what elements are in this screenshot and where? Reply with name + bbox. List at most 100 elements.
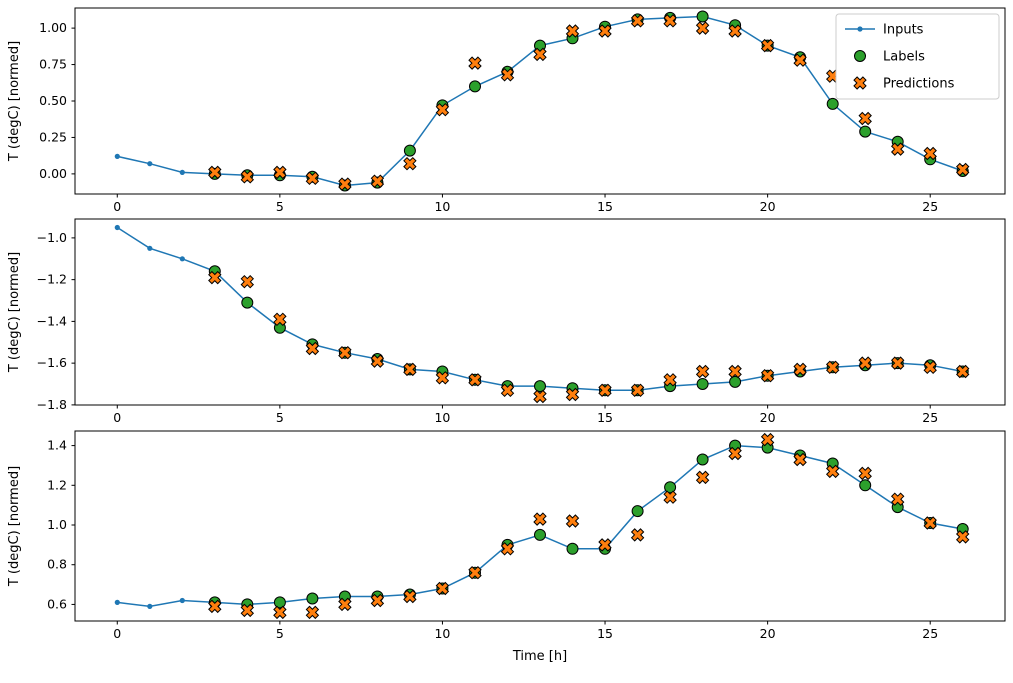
predictions-marker (273, 165, 287, 180)
y-axis-label: T (degC) [normed] (7, 466, 22, 587)
y-tick-label: 0.50 (39, 93, 67, 108)
labels-marker (696, 10, 709, 23)
x-tick-label: 15 (597, 410, 613, 425)
y-tick-label: −1.6 (37, 355, 67, 370)
predictions-marker (370, 174, 385, 188)
x-tick-label: 25 (922, 626, 938, 641)
x-tick-label: 10 (434, 410, 450, 425)
predictions-marker (208, 270, 222, 285)
x-tick-label: 5 (276, 199, 284, 214)
y-tick-label: −1.8 (37, 397, 67, 412)
predictions-marker (500, 68, 515, 82)
predictions-marker (858, 356, 872, 370)
predictions-marker (825, 464, 840, 479)
x-tick-label: 5 (276, 626, 284, 641)
predictions-marker (793, 362, 807, 377)
y-tick-label: 1.2 (47, 477, 67, 492)
legend-circle-icon (854, 50, 866, 62)
labels-marker (273, 596, 286, 609)
legend-label: Labels (883, 50, 925, 65)
labels-marker (534, 528, 546, 541)
x-tick-label: 10 (434, 199, 450, 214)
labels-marker (729, 375, 742, 388)
x-tick-label: 20 (760, 199, 776, 214)
predictions-marker (760, 368, 775, 383)
predictions-marker (923, 146, 937, 161)
legend-x-icon (853, 76, 867, 90)
predictions-marker (305, 341, 320, 356)
predictions-marker (663, 490, 677, 504)
predictions-marker (500, 542, 515, 556)
labels-marker (403, 144, 416, 157)
predictions-marker (760, 432, 775, 447)
predictions-marker (435, 102, 450, 117)
predictions-marker (338, 345, 352, 360)
predictions-marker (533, 47, 547, 62)
labels-marker (306, 592, 319, 605)
predictions-marker (533, 389, 547, 404)
x-tick-label: 25 (922, 410, 938, 425)
predictions-marker (825, 360, 840, 375)
predictions-marker (403, 362, 417, 377)
inputs-marker (147, 603, 153, 610)
predictions-marker (403, 156, 417, 171)
y-tick-label: −1.4 (37, 313, 67, 328)
y-tick-label: 1.0 (47, 517, 67, 532)
legend-label: Predictions (883, 77, 955, 92)
x-tick-label: 0 (113, 410, 121, 425)
y-tick-label: −1.0 (37, 230, 67, 245)
predictions-marker (955, 530, 970, 544)
y-tick-label: 0.75 (39, 57, 67, 72)
predictions-marker (663, 373, 677, 387)
x-axis-label: Time [h] (512, 649, 567, 664)
x-tick-label: 5 (276, 410, 284, 425)
predictions-marker (565, 24, 580, 38)
axes-2: 0 5 10 15 20 25 −1.8 −1.6 −1.4 −1.2 −1.0 T (degC) [… (7, 218, 1006, 425)
predictions-marker (630, 528, 645, 542)
predictions-marker (208, 165, 222, 180)
predictions-marker (240, 170, 255, 184)
labels-marker (859, 125, 872, 138)
predictions-marker (890, 492, 905, 506)
inputs-marker (114, 599, 120, 606)
labels-marker (534, 380, 546, 393)
predictions-marker (468, 56, 482, 70)
y-tick-label: 1.4 (47, 438, 67, 453)
y-tick-label: 0.6 (47, 596, 67, 611)
predictions-marker (923, 516, 937, 530)
x-tick-label: 25 (922, 199, 938, 214)
predictions-marker (565, 514, 580, 528)
predictions-marker (370, 593, 385, 608)
legend-frame (835, 13, 1000, 100)
predictions-marker (793, 53, 807, 67)
predictions-marker (240, 274, 255, 289)
y-tick-label: 1.00 (39, 20, 67, 35)
y-tick-label: 0.25 (39, 129, 67, 144)
x-tick-label: 20 (760, 410, 776, 425)
x-tick-label: 15 (597, 199, 613, 214)
predictions-marker (858, 111, 872, 126)
inputs-marker (179, 597, 185, 604)
inputs-marker (114, 153, 120, 159)
predictions-marker (955, 162, 970, 177)
predictions-marker (923, 360, 937, 375)
labels-marker (566, 542, 579, 555)
predictions-marker (858, 466, 872, 481)
x-tick-label: 0 (113, 626, 121, 641)
x-tick-label: 0 (113, 199, 121, 214)
predictions-marker (695, 470, 710, 485)
predictions-marker (760, 38, 775, 53)
predictions-marker (370, 354, 385, 368)
legend-label: Inputs (883, 23, 924, 38)
inputs-marker (179, 256, 185, 262)
predictions-marker (500, 383, 515, 398)
predictions-marker (565, 387, 580, 402)
predictions-marker (305, 605, 320, 620)
inputs-marker (147, 245, 153, 251)
y-tick-label: −1.2 (37, 272, 67, 287)
predictions-marker (468, 373, 482, 387)
labels-marker (631, 505, 644, 518)
predictions-marker (273, 605, 287, 620)
